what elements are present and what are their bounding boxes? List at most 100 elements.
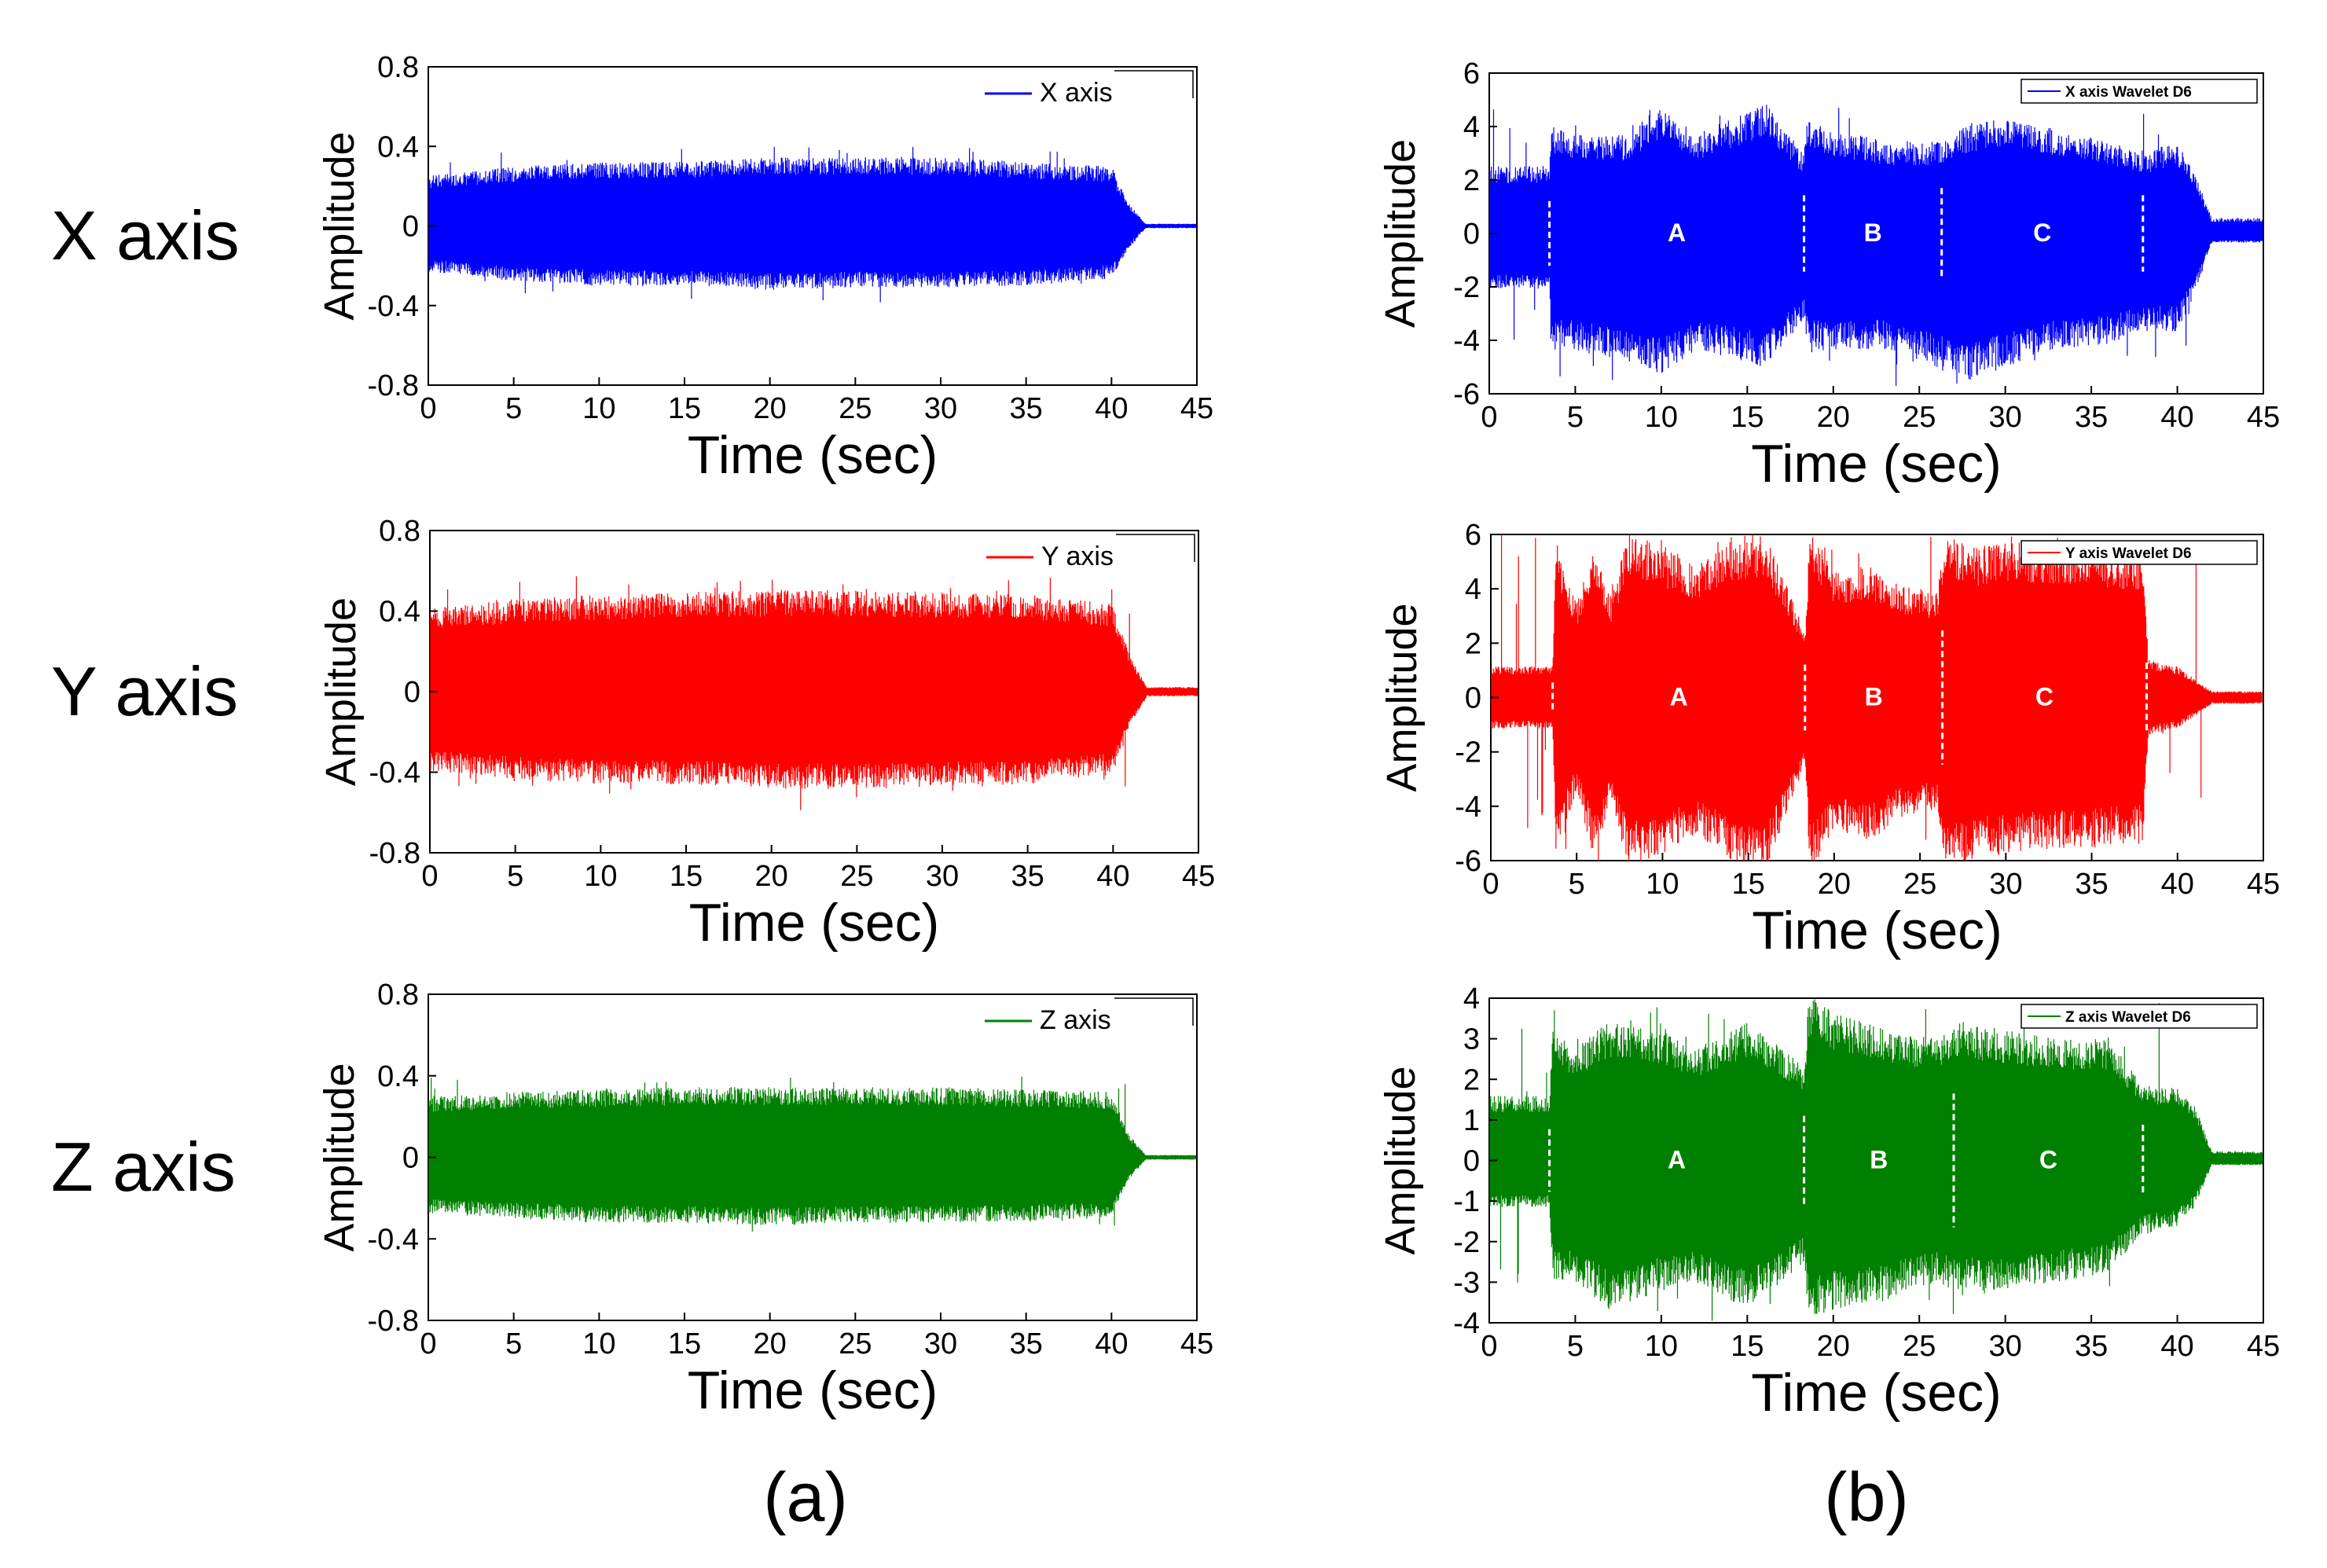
x-tick-label: 25: [1903, 401, 1936, 434]
legend-label: Z axis: [1040, 1005, 1111, 1035]
y-tick-label: 0.8: [377, 51, 419, 84]
x-tick-label: 5: [507, 860, 523, 893]
x-tick-label: 0: [421, 860, 438, 893]
x-tick-label: 45: [2247, 401, 2280, 434]
x-tick-label: 40: [1096, 860, 1129, 893]
x-tick-label: 45: [1180, 392, 1213, 425]
y-tick-label: -0.8: [368, 369, 419, 402]
y-tick-label: 2: [1465, 627, 1481, 660]
segment-label-b: B: [1864, 218, 1882, 247]
x-axis-label: Time (sec): [688, 1361, 938, 1420]
y-axis-label: Amplitude: [1377, 139, 1424, 328]
x-tick-label: 10: [582, 1327, 615, 1361]
segment-label-c: C: [2033, 218, 2051, 247]
y-tick-label: -4: [1453, 1307, 1480, 1340]
legend-border: [1114, 997, 1194, 1026]
x-tick-label: 30: [1989, 1330, 2022, 1363]
x-tick-label: 5: [505, 1327, 522, 1361]
x-tick-label: 10: [1645, 1330, 1678, 1363]
x-tick-label: 30: [1989, 868, 2022, 901]
legend-label: X axis: [1040, 78, 1113, 108]
y-tick-label: 0: [402, 211, 419, 244]
x-tick-label: 35: [2075, 401, 2108, 434]
x-tick-label: 20: [1818, 868, 1851, 901]
x-tick-label: 0: [1481, 1330, 1497, 1363]
y-tick-label: 0: [1465, 682, 1481, 715]
y-tick-label: 0: [404, 676, 420, 709]
segment-label-b: B: [1870, 1146, 1888, 1174]
x-tick-label: 5: [505, 392, 522, 425]
x-tick-label: 20: [754, 1327, 787, 1361]
x-tick-label: 20: [755, 860, 788, 893]
x-tick-label: 15: [1732, 868, 1765, 901]
panel-label-a: (a): [763, 1458, 848, 1536]
y-tick-label: 0: [1463, 218, 1480, 251]
x-tick-label: 45: [2247, 1330, 2280, 1363]
x-tick-label: 45: [1182, 860, 1215, 893]
x-tick-label: 35: [1010, 392, 1043, 425]
y-tick-label: 0.8: [377, 979, 419, 1012]
row-label-x: X axis: [51, 196, 240, 274]
segment-label-a: A: [1668, 1146, 1686, 1174]
y-tick-label: -0.4: [368, 1223, 419, 1256]
y-tick-label: 0.8: [379, 515, 420, 548]
y-tick-label: -0.8: [369, 837, 420, 870]
y-tick-label: 2: [1463, 164, 1480, 197]
panel-label-b: (b): [1824, 1458, 1909, 1536]
x-tick-label: 5: [1569, 868, 1585, 901]
signal-trace: [430, 576, 1198, 810]
x-tick-label: 15: [670, 860, 703, 893]
y-axis-label: Amplitude: [316, 1063, 363, 1251]
y-axis-label: Amplitude: [1378, 603, 1426, 791]
x-tick-label: 25: [840, 860, 873, 893]
y-tick-label: -2: [1453, 1226, 1480, 1259]
y-tick-label: 6: [1465, 519, 1481, 552]
x-axis-label: Time (sec): [1751, 434, 2002, 494]
x-tick-label: 30: [924, 392, 957, 425]
x-tick-label: 40: [1095, 1327, 1128, 1361]
y-tick-label: 0: [1463, 1145, 1480, 1178]
y-tick-label: 4: [1463, 982, 1480, 1015]
segment-label-c: C: [2035, 683, 2054, 711]
y-tick-label: -6: [1455, 845, 1481, 878]
x-tick-label: 5: [1567, 401, 1584, 434]
legend-label: X axis Wavelet D6: [2065, 84, 2192, 101]
x-tick-label: 25: [1903, 868, 1936, 901]
y-axis-label: Amplitude: [1377, 1066, 1424, 1254]
segment-label-a: A: [1670, 683, 1688, 711]
y-tick-label: -2: [1453, 271, 1480, 304]
x-tick-label: 40: [2161, 868, 2194, 901]
x-tick-label: 5: [1567, 1330, 1584, 1363]
y-tick-label: -0.4: [368, 290, 419, 323]
y-tick-label: 6: [1463, 57, 1480, 90]
y-tick-label: -1: [1453, 1185, 1480, 1218]
x-tick-label: 30: [926, 860, 959, 893]
legend-border: [1116, 534, 1195, 562]
signal-trace: [428, 146, 1197, 303]
x-tick-label: 25: [1903, 1330, 1936, 1363]
row-label-y: Y axis: [51, 652, 238, 730]
x-tick-label: 0: [1481, 401, 1497, 434]
x-tick-label: 20: [1817, 401, 1850, 434]
y-axis-label: Amplitude: [317, 597, 365, 786]
x-tick-label: 30: [1989, 401, 2022, 434]
segment-label-a: A: [1668, 218, 1686, 247]
y-tick-label: -4: [1455, 791, 1481, 824]
x-tick-label: 10: [1645, 401, 1678, 434]
x-tick-label: 15: [1731, 401, 1764, 434]
x-tick-label: 25: [839, 1327, 872, 1361]
x-tick-label: 15: [1731, 1330, 1764, 1363]
x-tick-label: 0: [420, 392, 436, 425]
signal-trace: [428, 1076, 1197, 1232]
x-tick-label: 45: [2247, 868, 2280, 901]
x-tick-label: 35: [2075, 1330, 2108, 1363]
x-axis-label: Time (sec): [1751, 1363, 2002, 1423]
x-tick-label: 40: [2160, 401, 2193, 434]
y-tick-label: -6: [1453, 378, 1480, 411]
y-tick-label: 0.4: [379, 596, 420, 629]
y-tick-label: -0.4: [369, 757, 420, 790]
row-label-z: Z axis: [51, 1128, 236, 1206]
